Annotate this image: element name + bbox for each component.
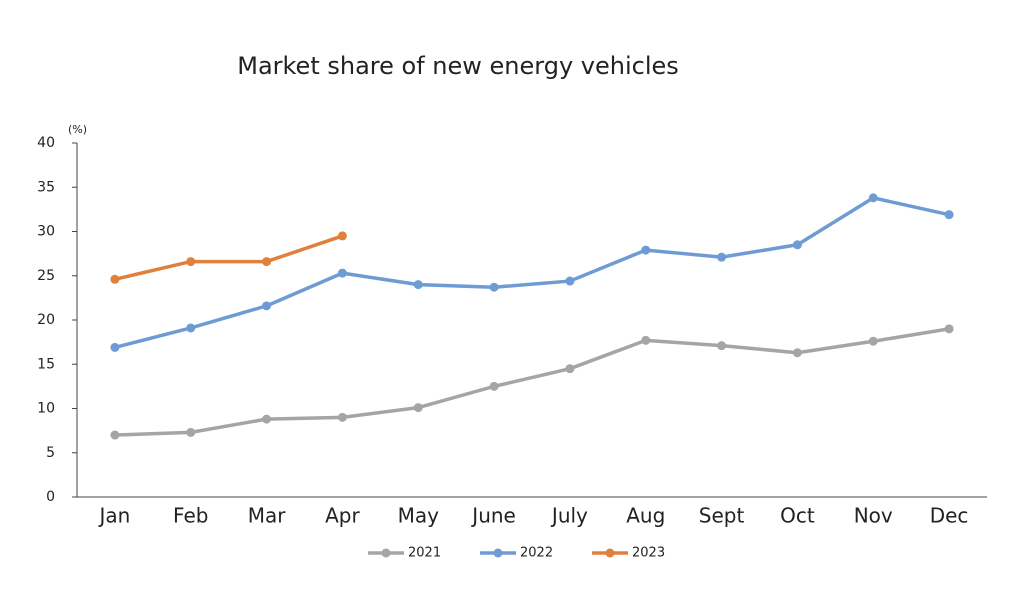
data-point xyxy=(337,412,347,422)
data-point xyxy=(868,193,878,203)
legend-marker xyxy=(381,548,391,558)
data-point xyxy=(413,403,423,413)
x-tick-label: Feb xyxy=(173,504,208,528)
data-point xyxy=(413,280,423,290)
legend-marker xyxy=(605,548,615,558)
x-tick-label: July xyxy=(550,504,588,528)
data-point xyxy=(565,276,575,286)
x-tick-label: Nov xyxy=(854,504,893,528)
chart-title: Market share of new energy vehicles xyxy=(237,52,679,80)
data-point xyxy=(641,245,651,255)
data-point xyxy=(262,257,272,267)
data-point xyxy=(110,274,120,284)
y-tick-label: 30 xyxy=(37,224,55,240)
data-point xyxy=(565,364,575,374)
y-tick-label: 15 xyxy=(37,356,55,372)
data-point xyxy=(717,341,727,351)
y-tick-label: 40 xyxy=(37,135,55,151)
x-tick-label: Apr xyxy=(325,504,360,528)
y-unit: (%) xyxy=(68,123,87,136)
legend-label: 2022 xyxy=(520,546,553,561)
data-point xyxy=(337,268,347,278)
data-point xyxy=(262,301,272,311)
data-point xyxy=(337,231,347,241)
x-tick-label: Mar xyxy=(248,504,287,528)
series-line xyxy=(114,196,950,350)
data-point xyxy=(792,348,802,358)
x-tick-label: Dec xyxy=(930,504,969,528)
data-point xyxy=(641,335,651,345)
data-point xyxy=(792,240,802,250)
x-tick-label: May xyxy=(398,504,440,528)
x-tick-label: Jan xyxy=(97,504,130,528)
legend-marker xyxy=(493,548,503,558)
y-tick-label: 25 xyxy=(37,268,55,284)
data-point xyxy=(110,430,120,440)
data-point xyxy=(944,210,954,220)
data-point xyxy=(489,381,499,391)
y-tick-label: 20 xyxy=(37,312,55,328)
series-line xyxy=(114,234,343,281)
data-point xyxy=(186,427,196,437)
data-point xyxy=(186,323,196,333)
data-point xyxy=(186,257,196,267)
x-tick-label: June xyxy=(470,504,516,528)
legend-label: 2023 xyxy=(632,546,665,561)
data-point xyxy=(868,336,878,346)
legend-label: 2021 xyxy=(408,546,441,561)
series-line xyxy=(114,327,950,437)
y-tick-label: 35 xyxy=(37,179,55,195)
x-tick-label: Aug xyxy=(626,504,665,528)
data-point xyxy=(489,282,499,292)
data-point xyxy=(262,414,272,424)
y-tick-label: 0 xyxy=(46,489,55,505)
y-tick-label: 10 xyxy=(37,401,55,417)
data-point xyxy=(110,342,120,352)
x-tick-label: Oct xyxy=(780,504,815,528)
data-point xyxy=(717,252,727,262)
data-point xyxy=(944,324,954,334)
y-tick-label: 5 xyxy=(46,445,55,461)
x-tick-label: Sept xyxy=(699,504,745,528)
